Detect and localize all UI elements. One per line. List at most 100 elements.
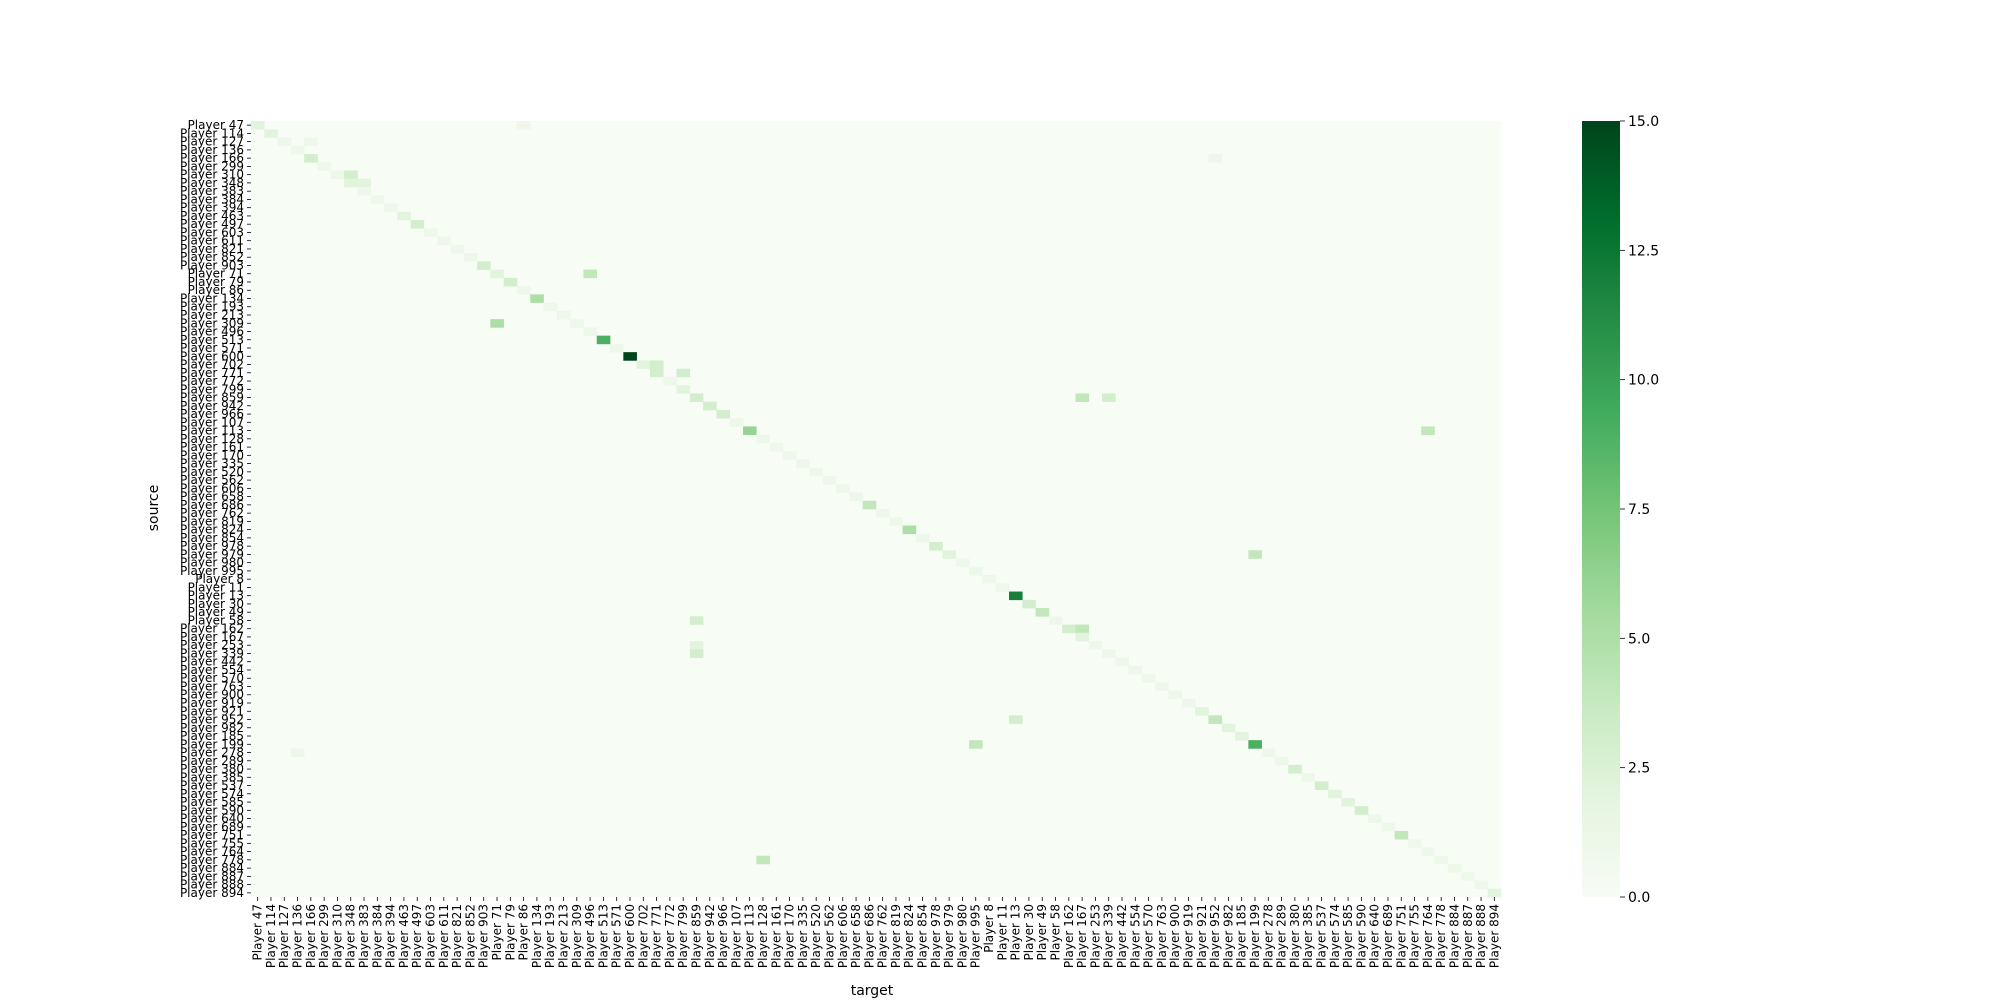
heatmap-cell (649, 368, 664, 378)
heatmap-cell (543, 302, 558, 312)
x-tick-label: Player 199 (1248, 904, 1262, 968)
y-tick-label: Player 86 (188, 283, 244, 297)
heatmap-cell (477, 261, 491, 270)
y-tick-label: Player 11 (188, 580, 244, 594)
colorbar-tick-label: 2.5 (1628, 761, 1650, 777)
x-tick-label: Player 128 (756, 904, 770, 968)
heatmap-cell (1274, 756, 1289, 766)
y-tick-label: Player 995 (180, 564, 244, 578)
x-tick-label: Player 162 (1062, 904, 1076, 968)
y-tick-label: Player 193 (180, 300, 244, 314)
colorbar (1582, 121, 1620, 897)
x-tick-label: Player 442 (1115, 904, 1129, 968)
x-tick-label: Player 193 (543, 904, 557, 968)
y-tick-label: Player 161 (180, 440, 244, 454)
heatmap-cell (357, 187, 371, 196)
y-tick-label: Player 658 (180, 490, 244, 504)
y-tick-label: Player 919 (180, 696, 244, 710)
y-tick-label: Player 166 (180, 151, 244, 165)
y-tick-label: Player 136 (180, 143, 244, 157)
x-tick-label: Player 819 (889, 904, 903, 968)
y-tick-label: Player 562 (180, 473, 244, 487)
colorbar-tick-label: 0.0 (1628, 890, 1650, 906)
x-tick-label: Player 966 (716, 904, 730, 968)
y-tick-label: Player 497 (180, 217, 244, 231)
x-tick-label: Player 380 (1288, 904, 1302, 968)
y-tick-label: Player 821 (180, 242, 244, 256)
x-tick-label: Player 136 (291, 904, 305, 968)
y-tick-label: Player 385 (180, 770, 244, 784)
x-tick-label: Player 385 (1301, 904, 1315, 968)
y-tick-label: Player 58 (188, 613, 244, 627)
heatmap-cell (1381, 822, 1395, 832)
heatmap-cell (849, 492, 863, 502)
y-tick-label: Player 442 (180, 655, 244, 669)
y-tick-label: Player 585 (180, 795, 244, 809)
x-tick-label: Player 71 (490, 904, 504, 960)
y-tick-label: Player 689 (180, 820, 244, 834)
heatmap-cell (689, 616, 704, 625)
x-tick-label: Player 903 (477, 904, 491, 968)
y-tick-label: Player 213 (180, 308, 244, 322)
heatmap-cell (729, 418, 744, 427)
y-tick-label: Player 384 (180, 192, 244, 206)
x-tick-label: Player 772 (663, 904, 677, 968)
y-tick-label: Player 852 (180, 250, 244, 264)
x-tick-label: Player 824 (902, 904, 916, 968)
y-tick-label: Player 513 (180, 333, 244, 347)
heatmap-cell (277, 137, 292, 147)
x-tick-label: Player 859 (689, 904, 703, 968)
heatmap-cell (902, 525, 917, 535)
heatmap-cell (862, 500, 877, 510)
heatmap-cell (889, 517, 903, 526)
heatmap-cell (1368, 814, 1382, 824)
y-tick-label: Player 383 (180, 184, 244, 198)
x-tick-label: Player 289 (1275, 904, 1289, 968)
heatmap-cell (1128, 665, 1143, 675)
y-tick-label: Player 289 (180, 754, 244, 768)
heatmap-cell (982, 575, 996, 584)
y-tick-label: Player 335 (180, 457, 244, 471)
y-tick-label: Player 903 (180, 258, 244, 272)
x-tick-label: Player 854 (916, 904, 930, 968)
x-tick-label: Player 574 (1328, 904, 1342, 968)
x-axis-label: target (851, 983, 894, 999)
y-tick-label: Player 978 (180, 539, 244, 553)
colorbar-tick-label: 5.0 (1628, 631, 1650, 647)
x-tick-label: Player 921 (1195, 904, 1209, 968)
heatmap-cell (836, 484, 850, 493)
y-tick-label: Player 30 (188, 597, 244, 611)
x-tick-label: Player 383 (357, 904, 371, 968)
heatmap-cell (942, 550, 957, 559)
heatmap-cell (809, 467, 824, 477)
y-tick-label: Player 167 (180, 630, 244, 644)
x-tick-label: Player 394 (384, 904, 398, 968)
x-tick-label: Player 497 (410, 904, 424, 968)
y-tick-label: Player 764 (180, 845, 244, 859)
heatmap-cell (1407, 839, 1422, 848)
y-tick-label: Player 755 (180, 836, 244, 850)
y-tick-label: Player 751 (180, 828, 244, 842)
heatmap-cell (437, 236, 451, 246)
x-tick-label: Player 167 (1075, 904, 1089, 968)
y-tick-label: Player 47 (188, 118, 244, 132)
x-tick-label: Player 348 (344, 904, 358, 968)
heatmap-cell (1088, 641, 1103, 650)
y-tick-label: Player 640 (180, 812, 244, 826)
heatmap-cell (876, 509, 890, 518)
heatmap-cell (623, 352, 637, 361)
heatmap-cell (530, 294, 544, 303)
x-tick-label: Player 86 (517, 904, 531, 960)
y-tick-label: Player 571 (180, 341, 244, 355)
heatmap-cell (1314, 781, 1329, 790)
x-tick-labels: Player 47 Player 114 Player 127 Player 136 P… (251, 897, 1501, 968)
heatmap-cell (344, 170, 358, 180)
x-tick-label: Player 570 (1142, 904, 1156, 968)
heatmap-cell (503, 277, 518, 287)
y-tick-label: Player 79 (188, 275, 244, 289)
x-tick-label: Player 384 (370, 904, 384, 968)
heatmap-cell (756, 434, 770, 444)
heatmap-cell (1434, 855, 1449, 865)
y-tick-label: Player 570 (180, 671, 244, 685)
